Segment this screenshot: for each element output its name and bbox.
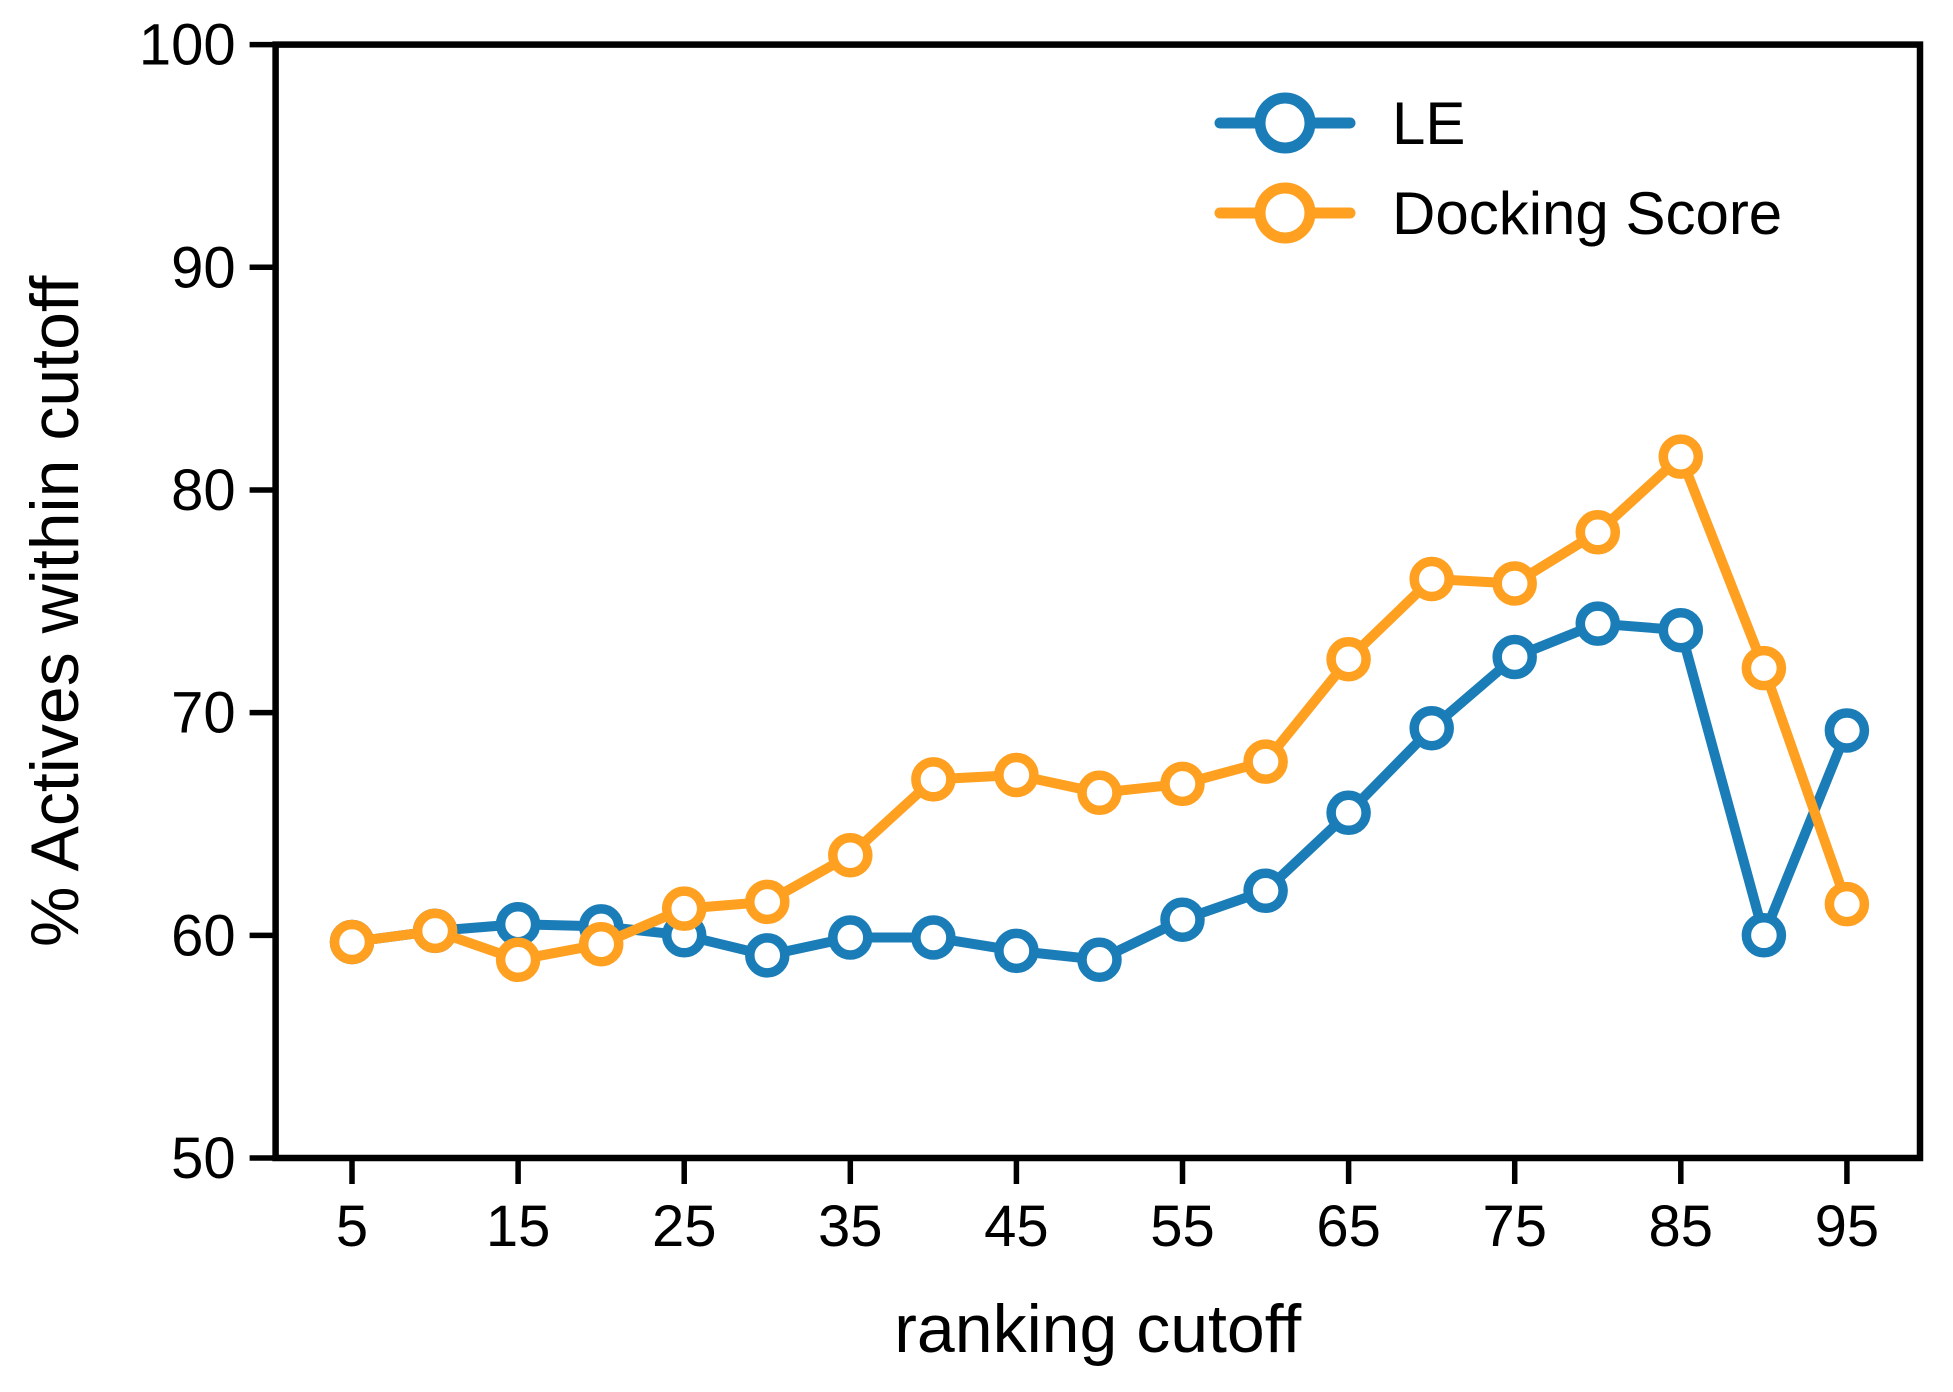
- data-point-docking-score: [578, 921, 624, 967]
- series-line-docking-score: [347, 451, 1852, 965]
- data-point-le: [1326, 790, 1371, 836]
- data-point-docking-score: [994, 752, 1039, 798]
- data-point-docking-score: [1243, 739, 1288, 784]
- x-tick-label: 15: [486, 1194, 551, 1259]
- y-tick-label: 100: [139, 13, 236, 78]
- data-point-le: [1160, 897, 1205, 942]
- x-tick-label: 35: [818, 1194, 883, 1259]
- data-point-le: [1658, 607, 1704, 653]
- data-point-le: [745, 933, 790, 978]
- data-point-le: [495, 901, 541, 947]
- legend-item-docking-score: Docking Score: [1214, 180, 1782, 247]
- legend-marker-le: [1254, 92, 1316, 154]
- legend-item-le: LE: [1214, 90, 1465, 157]
- data-point-docking-score: [495, 937, 541, 983]
- y-tick-label: 60: [171, 903, 236, 968]
- x-tick-label: 85: [1649, 1194, 1714, 1259]
- data-point-docking-score: [1326, 636, 1371, 682]
- plot-frame: [272, 41, 1924, 1162]
- data-point-le: [828, 915, 873, 960]
- data-point-docking-score: [329, 919, 375, 965]
- data-point-docking-score: [661, 886, 707, 931]
- data-point-docking-score: [1575, 510, 1621, 555]
- data-point-le: [1741, 913, 1787, 958]
- data-point-le: [1492, 634, 1537, 680]
- data-point-docking-score: [1658, 434, 1704, 479]
- legend-marker-docking-score: [1254, 182, 1316, 244]
- data-point-le: [994, 928, 1039, 974]
- y-tick-label: 70: [171, 681, 236, 746]
- data-point-le: [911, 915, 956, 960]
- data-point-le: [1575, 601, 1621, 646]
- y-tick-label: 80: [171, 458, 236, 523]
- x-tick-label: 95: [1815, 1194, 1880, 1259]
- data-point-docking-score: [1077, 770, 1122, 816]
- y-axis-label: % Actives within cutoff: [17, 275, 93, 947]
- y-axis: 50 60 70 80 90 100: [139, 13, 274, 1191]
- legend-label-le: LE: [1392, 90, 1465, 157]
- x-tick-label: 45: [984, 1194, 1049, 1259]
- data-point-le: [1243, 868, 1288, 914]
- x-axis-label: ranking cutoff: [894, 1291, 1301, 1367]
- data-point-docking-score: [412, 908, 458, 954]
- x-tick-label: 65: [1316, 1194, 1381, 1259]
- x-tick-label: 25: [652, 1194, 717, 1259]
- legend-label-docking-score: Docking Score: [1392, 180, 1782, 247]
- data-point-docking-score: [1409, 556, 1454, 602]
- x-tick-label: 75: [1482, 1194, 1547, 1259]
- data-point-docking-score: [1492, 561, 1537, 606]
- data-point-docking-score: [745, 879, 790, 925]
- series-docking-score: [329, 434, 1870, 983]
- data-point-docking-score: [1741, 645, 1787, 691]
- x-tick-label: 5: [336, 1194, 368, 1259]
- x-axis: 5 15 25 35 45 55 65 75 85 95: [336, 1160, 1879, 1259]
- data-point-docking-score: [1160, 761, 1205, 807]
- data-point-docking-score: [828, 832, 873, 878]
- data-point-docking-score: [1824, 881, 1870, 927]
- legend: LE Docking Score: [1214, 90, 1782, 247]
- data-point-le: [1409, 705, 1454, 751]
- y-tick-label: 50: [171, 1126, 236, 1191]
- data-point-le: [1824, 708, 1870, 753]
- y-tick-label: 90: [171, 235, 236, 300]
- x-tick-label: 55: [1150, 1194, 1215, 1259]
- data-point-docking-score: [911, 757, 956, 802]
- data-point-le: [1077, 937, 1122, 983]
